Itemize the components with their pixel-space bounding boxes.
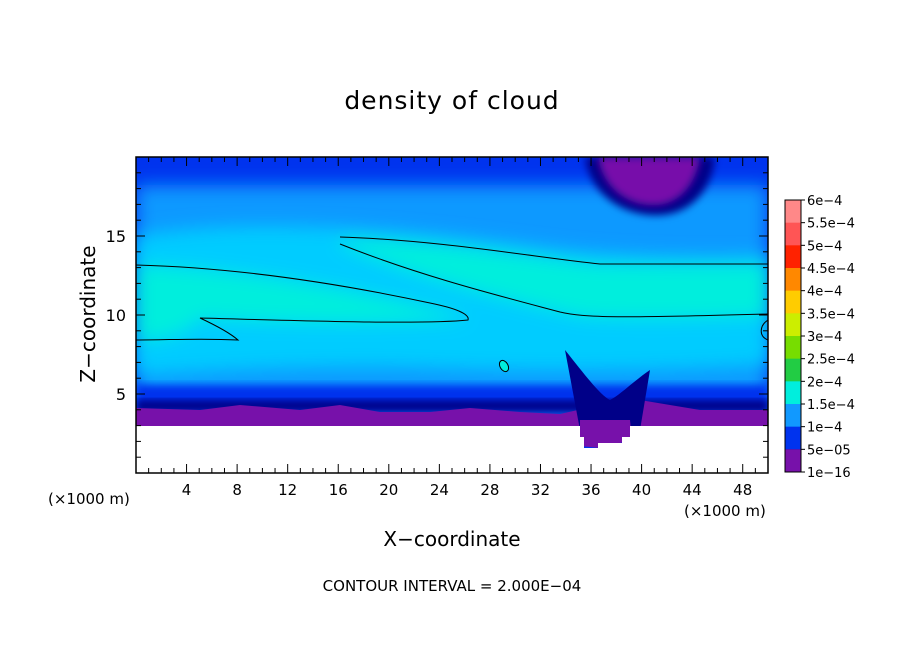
contour-line-mid <box>339 243 768 318</box>
x-axis-label: X−coordinate <box>383 527 521 551</box>
colorbar-label: 5e−4 <box>807 239 842 254</box>
y-tick-label: 15 <box>106 227 126 246</box>
colorbar-swatch <box>785 313 801 337</box>
colorbar-label: 4e−4 <box>807 285 842 300</box>
colorbar-swatch <box>785 290 801 314</box>
colorbar-swatch <box>785 200 801 224</box>
colorbar-label: 1.5e−4 <box>807 398 855 413</box>
x-tick-label: 48 <box>733 481 752 499</box>
x-tick-label: 12 <box>278 481 297 499</box>
field-light-band <box>136 226 768 375</box>
x-axis-ticks: 4 8 12 16 20 24 28 32 36 40 44 48 <box>148 157 756 499</box>
x-tick-label: 28 <box>480 481 499 499</box>
chart-title: density of cloud <box>344 86 560 115</box>
colorbar-label: 2.5e−4 <box>807 353 855 368</box>
colorbar-label: 1e−4 <box>807 421 842 436</box>
colorbar-label: 5.5e−4 <box>807 217 855 232</box>
x-tick-label: 24 <box>430 481 449 499</box>
x-tick-label: 44 <box>683 481 702 499</box>
colorbar-swatch <box>785 245 801 269</box>
field-storm-dark <box>565 350 650 440</box>
colorbar-swatch <box>785 358 801 382</box>
y-axis-ticks: 5 10 15 <box>106 172 768 458</box>
colorbar-swatch <box>785 336 801 360</box>
x-tick-label: 8 <box>232 481 242 499</box>
colorbar-swatch <box>785 222 801 246</box>
y-tick-label: 10 <box>106 306 126 325</box>
z-unit-label: (×1000 m) <box>48 490 130 508</box>
density-field <box>136 157 768 473</box>
x-tick-label: 16 <box>329 481 348 499</box>
x-tick-label: 40 <box>632 481 651 499</box>
colorbar-label: 3.5e−4 <box>807 307 855 322</box>
x-tick-label: 32 <box>531 481 550 499</box>
y-axis-label: Z−coordinate <box>76 245 100 383</box>
field-purple-blob <box>598 157 700 206</box>
colorbar-label: 2e−4 <box>807 375 842 390</box>
colorbar-swatch-min <box>785 449 801 472</box>
colorbar-swatch <box>785 268 801 292</box>
colorbar-label: 5e−05 <box>807 443 851 458</box>
colorbar-label: 3e−4 <box>807 330 842 345</box>
colorbar-swatch <box>785 426 801 450</box>
field-no-data <box>136 426 768 473</box>
y-tick-label: 5 <box>116 385 126 404</box>
field-cyan-band-left <box>136 265 470 340</box>
colorbar: 6e−4 5.5e−4 5e−4 4.5e−4 4e−4 3.5e−4 3e−4 2.5e−4… <box>784 194 855 481</box>
x-tick-label: 20 <box>379 481 398 499</box>
contour-line-left-low <box>136 264 469 341</box>
colorbar-swatch <box>785 381 801 405</box>
x-tick-label: 4 <box>182 481 192 499</box>
colorbar-label: 6e−4 <box>807 194 842 209</box>
contour-line-edge <box>760 319 768 341</box>
colorbar-label: 1e−16 <box>807 466 851 481</box>
colorbar-label: 4.5e−4 <box>807 262 855 277</box>
field-cyan-band-right <box>340 238 768 319</box>
colorbar-swatch <box>785 404 801 428</box>
x-unit-label: (×1000 m) <box>684 502 766 520</box>
field-storm-plume <box>580 420 632 448</box>
x-tick-label: 36 <box>581 481 600 499</box>
contour-lines <box>136 236 768 341</box>
field-small-cell <box>498 359 510 373</box>
contour-interval-label: CONTOUR INTERVAL = 2.000E−04 <box>322 577 582 595</box>
contour-line-upper <box>339 236 768 265</box>
